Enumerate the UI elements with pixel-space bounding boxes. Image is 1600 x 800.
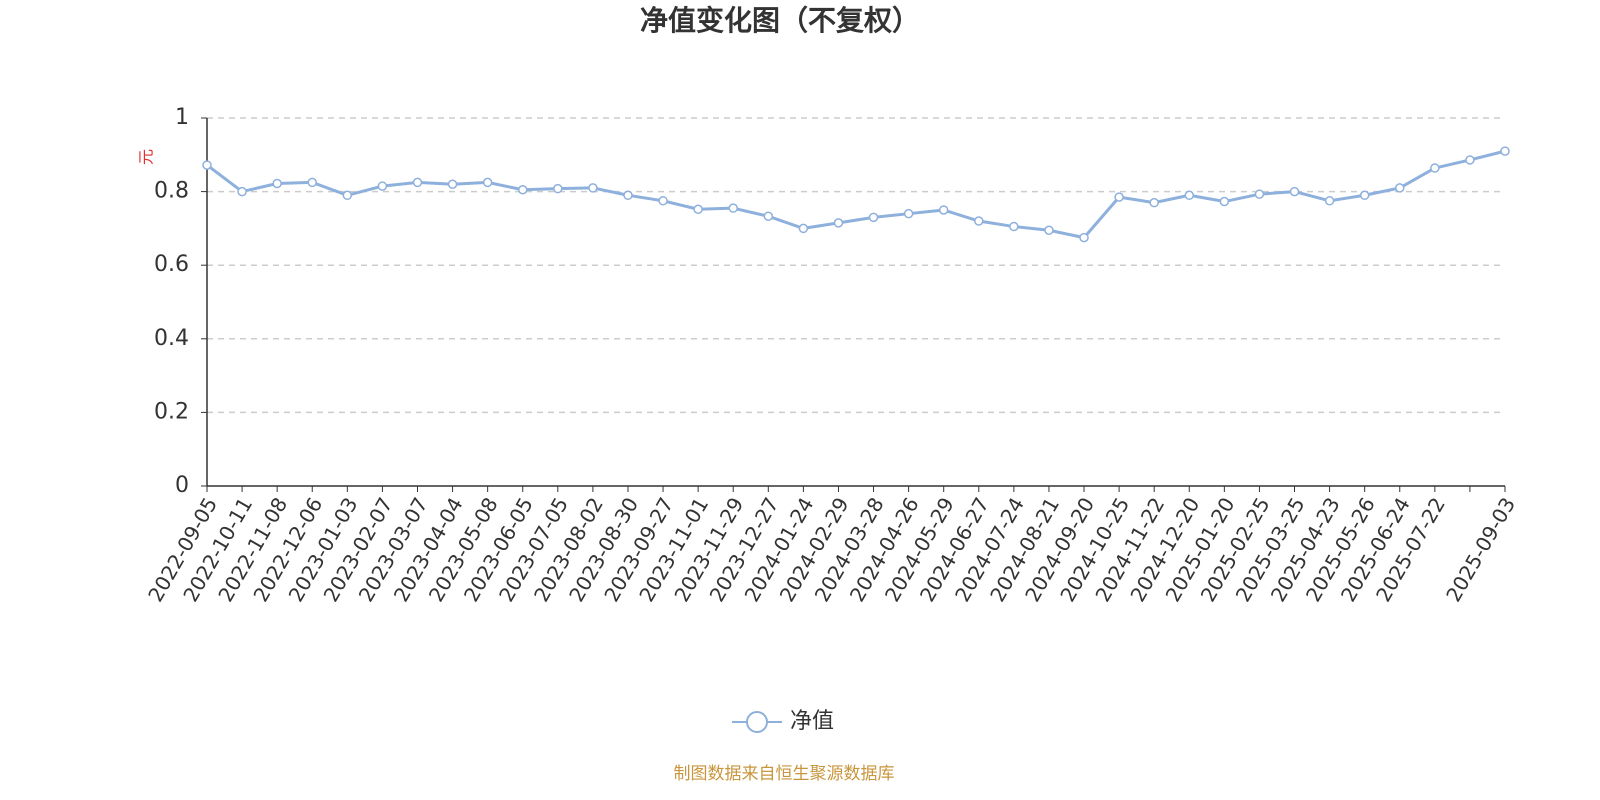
point — [412, 177, 423, 188]
point — [517, 185, 528, 195]
point — [623, 190, 633, 201]
point — [974, 216, 984, 226]
point — [1430, 163, 1440, 173]
y-tick-label: 0.2 — [154, 399, 189, 424]
point — [447, 179, 458, 189]
y-tick-label: 0.4 — [154, 326, 189, 351]
point — [1254, 189, 1265, 199]
point — [728, 203, 738, 213]
chart-title: 净值变化图（不复权） — [640, 4, 920, 37]
point — [798, 223, 809, 234]
point — [588, 183, 598, 193]
y-axis-label: 元 — [137, 149, 156, 165]
point — [1219, 196, 1230, 207]
point — [1395, 183, 1405, 193]
y-tick-label: 0 — [175, 473, 189, 498]
point — [237, 186, 247, 197]
point — [763, 211, 774, 222]
footer: 制图数据来自恒生聚源数据库 — [674, 764, 895, 784]
series-line — [206, 149, 1506, 240]
point — [342, 190, 353, 201]
point — [272, 178, 282, 189]
point — [1079, 232, 1089, 243]
point — [1009, 221, 1019, 232]
y-tick-label: 1 — [175, 105, 189, 130]
point — [482, 177, 493, 188]
point — [1149, 197, 1159, 208]
point — [938, 205, 949, 215]
y-tick-label: 0.8 — [154, 179, 189, 204]
point — [903, 208, 914, 219]
legend-label: 净值 — [790, 709, 834, 734]
point — [868, 212, 879, 223]
point — [1044, 225, 1054, 235]
point — [1114, 192, 1124, 202]
point — [1184, 190, 1195, 201]
point — [1359, 190, 1370, 201]
point — [1289, 186, 1300, 197]
point — [833, 218, 844, 228]
point — [307, 177, 317, 188]
point — [1465, 155, 1475, 165]
point — [693, 204, 703, 215]
point — [658, 196, 668, 206]
point — [202, 160, 212, 170]
x-tick-label: 2025-09-03 — [1441, 493, 1520, 606]
point — [1324, 196, 1335, 206]
legend-marker — [746, 711, 768, 733]
point — [553, 183, 563, 194]
point — [1500, 146, 1510, 156]
y-tick-label: 0.6 — [154, 252, 189, 277]
point — [377, 181, 388, 191]
